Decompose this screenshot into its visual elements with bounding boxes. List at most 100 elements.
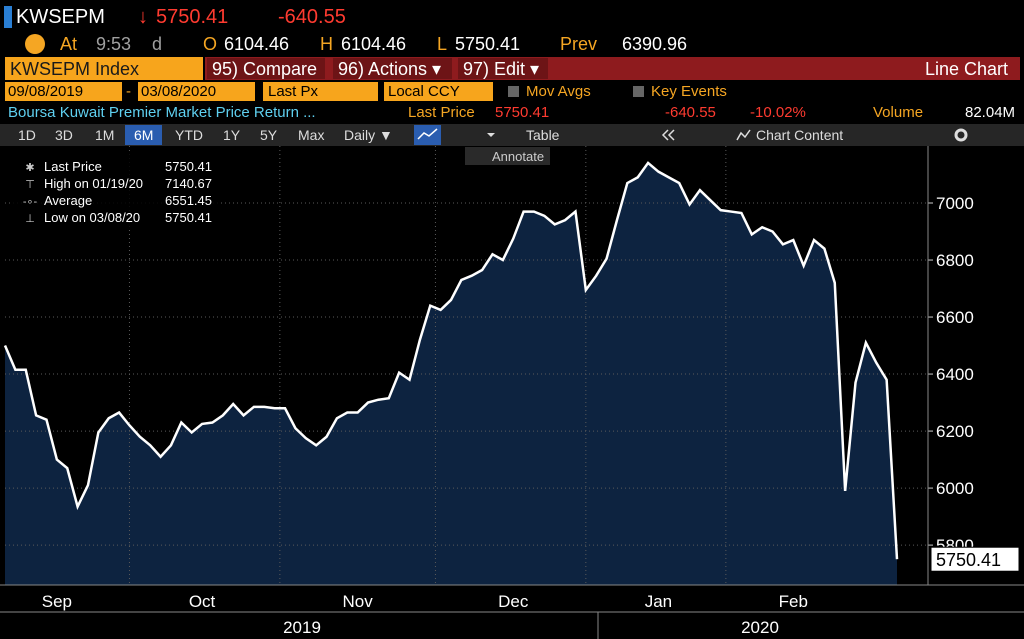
period[interactable]: 1Y (223, 127, 241, 143)
price-line (3, 161, 899, 560)
gear-icon[interactable] (954, 128, 968, 142)
time-flag: d (152, 34, 163, 54)
field-bg (138, 82, 255, 101)
command-bar (205, 57, 1020, 80)
x-tick-label: Oct (189, 592, 216, 611)
x-tick-label: Nov (343, 592, 374, 611)
prev-label: Prev (560, 34, 598, 54)
collapse-icon[interactable] (667, 129, 675, 141)
last-value-label: 5750.41 (936, 550, 1001, 570)
last-price-label: Last Price (408, 104, 475, 121)
button-bg (207, 58, 325, 79)
change: -640.55 (665, 104, 716, 121)
y-tick-label: 6000 (936, 479, 974, 498)
toolbar-icons (417, 128, 968, 142)
high: 6104.46 (341, 34, 407, 54)
time: 9:53 (96, 34, 132, 54)
y-tick-label: 6800 (936, 251, 974, 270)
period[interactable]: 1M (95, 127, 115, 143)
field-bg (384, 82, 493, 101)
description: Boursa Kuwait Premier Market Price Retur… (8, 104, 316, 121)
marker (4, 6, 12, 28)
ticker: KWSEPM (16, 6, 105, 28)
clock-icon (25, 34, 45, 54)
legend-label: High on 01/19/20 (44, 176, 143, 191)
last-value-box (930, 546, 1020, 572)
security-box[interactable] (5, 57, 203, 80)
last: 5750.41 (156, 6, 229, 28)
legend-label: Last Price (44, 159, 102, 174)
legend-label: Low on 03/08/20 (44, 210, 140, 225)
x-tick-label: Feb (779, 592, 808, 611)
period[interactable]: YTD (175, 127, 203, 143)
period-selected-bg (125, 125, 162, 145)
x-tick-label: Sep (42, 592, 72, 611)
legend-value: 5750.41 (165, 159, 212, 174)
end-date[interactable]: 03/08/2020 (141, 83, 217, 100)
open-label: O (203, 34, 218, 54)
period[interactable]: 1D (18, 127, 36, 143)
change: -640.55 (278, 6, 346, 28)
field[interactable]: Last Px (268, 83, 319, 100)
chart-content-icon (736, 129, 751, 141)
x-tick-label: Jan (645, 592, 672, 611)
volume: 82.04M (965, 104, 1016, 121)
low: 5750.41 (455, 34, 521, 54)
period[interactable]: Max (298, 127, 325, 143)
checkbox[interactable] (633, 86, 644, 97)
edit-button[interactable]: 97) Edit ▾ (463, 59, 540, 79)
high-label: H (320, 34, 333, 54)
legend-value: 7140.67 (165, 176, 212, 191)
field-bg (263, 82, 378, 101)
security[interactable]: KWSEPM Index (10, 59, 140, 79)
period[interactable]: 5Y (260, 127, 278, 143)
toolbar (0, 124, 1024, 146)
table-button[interactable]: Table (526, 127, 560, 143)
period[interactable]: 3D (55, 127, 73, 143)
legend-symbol: ⊥ (25, 213, 35, 225)
y-tick-label: 7000 (936, 194, 974, 213)
x-tick-label: Dec (498, 592, 529, 611)
at-label: At (60, 34, 78, 54)
prev: 6390.96 (622, 34, 688, 54)
legend-symbol: ✱ (25, 162, 34, 174)
change-pct: -10.02% (750, 104, 806, 121)
button-bg (458, 58, 548, 79)
field-bg (5, 82, 122, 101)
currency[interactable]: Local CCY (388, 83, 460, 100)
line-icon[interactable] (417, 128, 438, 140)
checkbox[interactable] (508, 86, 519, 97)
actions-button[interactable]: 96) Actions ▾ (338, 59, 442, 79)
volume-label: Volume (873, 104, 924, 121)
arrow: ↓ (138, 6, 148, 28)
legend-value: 5750.41 (165, 210, 212, 225)
area-fill (5, 162, 897, 585)
legend-label: Average (44, 193, 92, 208)
y-tick-label: 6600 (936, 308, 974, 327)
option[interactable]: Mov Avgs (526, 83, 591, 100)
period[interactable]: 6M (134, 127, 154, 143)
chart-content-button[interactable]: Chart Content (756, 127, 844, 143)
collapse-icon[interactable] (661, 129, 669, 141)
option[interactable]: Key Events (651, 83, 727, 100)
open: 6104.46 (224, 34, 290, 54)
chart-type[interactable]: Line Chart (924, 59, 1008, 79)
legend-symbol: -∘- (23, 196, 38, 208)
annotate-bg (465, 147, 550, 165)
start-date[interactable]: 09/08/2019 (8, 83, 84, 100)
year-label: 2019 (283, 618, 321, 637)
legend-value: 6551.45 (165, 193, 212, 208)
annotate-button[interactable]: Annotate (492, 149, 545, 164)
button-bg (333, 58, 452, 79)
y-tick-label: 6400 (936, 365, 974, 384)
legend-box (10, 154, 220, 228)
frequency[interactable]: Daily ▼ (344, 127, 393, 143)
compare-button[interactable]: 95) Compare (212, 59, 318, 79)
year-label: 2020 (741, 618, 779, 637)
dropdown-icon[interactable] (487, 133, 495, 137)
low-label: L (437, 34, 448, 54)
y-tick-label: 6200 (936, 422, 974, 441)
legend-symbol: ⊤ (25, 179, 35, 191)
